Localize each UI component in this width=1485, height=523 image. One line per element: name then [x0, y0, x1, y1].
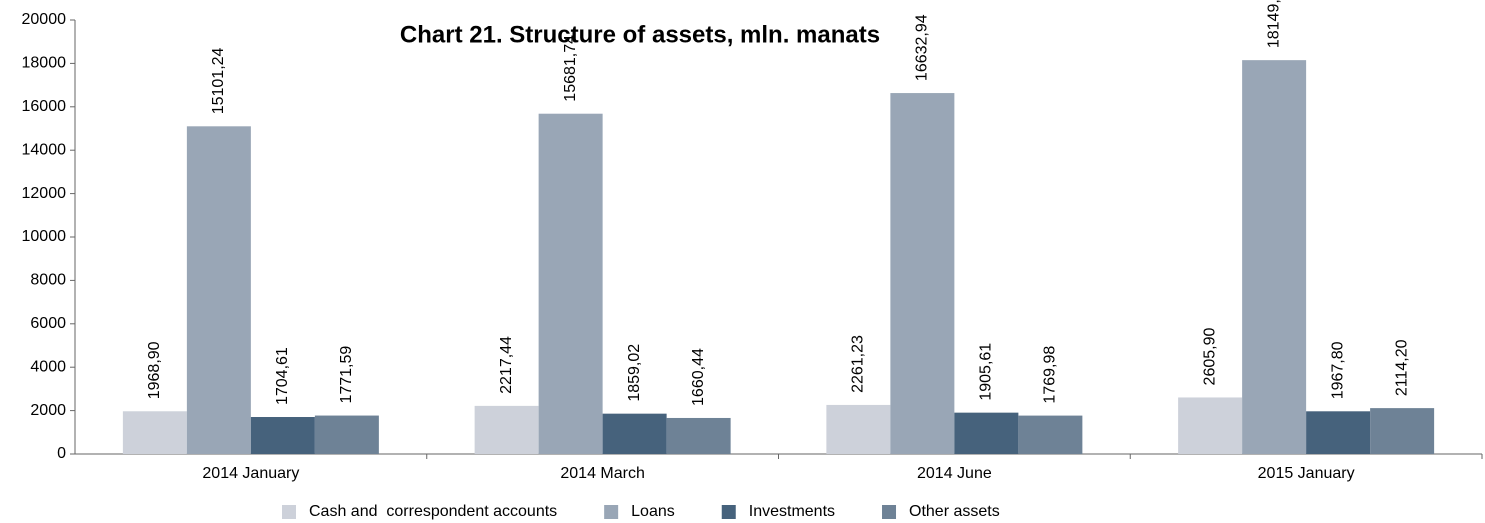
data-label: 16632,94 [914, 14, 931, 81]
legend-label: Other assets [909, 503, 1000, 520]
data-label: 15101,24 [210, 47, 227, 114]
data-label: 1968,90 [146, 341, 163, 399]
y-tick-label: 20000 [22, 11, 67, 28]
data-label: 15681,74 [562, 35, 579, 102]
x-tick-label: 2014 June [917, 465, 992, 482]
y-tick-label: 16000 [22, 98, 67, 115]
data-label: 2114,20 [1393, 339, 1410, 396]
bar [890, 93, 955, 455]
y-tick-label: 18000 [22, 55, 67, 72]
bar [1242, 60, 1307, 455]
legend-label: Loans [631, 503, 675, 520]
legend-swatch [882, 505, 897, 519]
data-label: 2261,23 [850, 335, 867, 393]
bar [1018, 415, 1083, 454]
legend-swatch [282, 505, 296, 519]
bar [1178, 397, 1243, 454]
x-tick-label: 2015 January [1258, 465, 1355, 482]
data-label: 1905,61 [978, 343, 995, 401]
bar [602, 413, 667, 454]
y-tick-label: 10000 [22, 228, 67, 245]
bar [954, 412, 1019, 454]
legend-swatch [721, 505, 736, 519]
y-tick-label: 4000 [30, 358, 66, 375]
y-tick-label: 6000 [30, 315, 66, 332]
bar [538, 113, 603, 455]
bar [314, 415, 379, 454]
data-label: 1660,44 [690, 348, 707, 406]
legend-label: Investments [749, 503, 835, 520]
bar [666, 417, 731, 454]
bar [1370, 408, 1435, 454]
chart-title: Chart 21. Structure of assets, mln. mana… [400, 21, 880, 48]
data-label: 18149,90 [1265, 0, 1282, 48]
bar [474, 405, 539, 454]
y-tick-label: 12000 [22, 185, 67, 202]
legend-swatch [604, 505, 619, 519]
bar [250, 417, 315, 454]
data-label: 1859,02 [626, 344, 643, 402]
x-tick-label: 2014 March [560, 465, 645, 482]
legend-label: Cash and correspondent accounts [309, 503, 557, 520]
data-label: 1704,61 [274, 347, 291, 405]
x-tick-label: 2014 January [202, 465, 299, 482]
y-tick-label: 8000 [30, 272, 66, 289]
data-label: 1967,80 [1329, 341, 1346, 399]
data-label: 1769,98 [1042, 346, 1059, 404]
y-tick-label: 0 [57, 445, 66, 462]
data-label: 2217,44 [498, 336, 515, 394]
bar [186, 126, 251, 454]
bar [1306, 411, 1371, 454]
bar [122, 411, 187, 454]
bar [826, 404, 891, 454]
data-label: 1771,59 [338, 346, 355, 404]
y-tick-label: 14000 [22, 141, 67, 158]
y-tick-label: 2000 [30, 402, 66, 419]
data-label: 2605,90 [1201, 328, 1218, 386]
